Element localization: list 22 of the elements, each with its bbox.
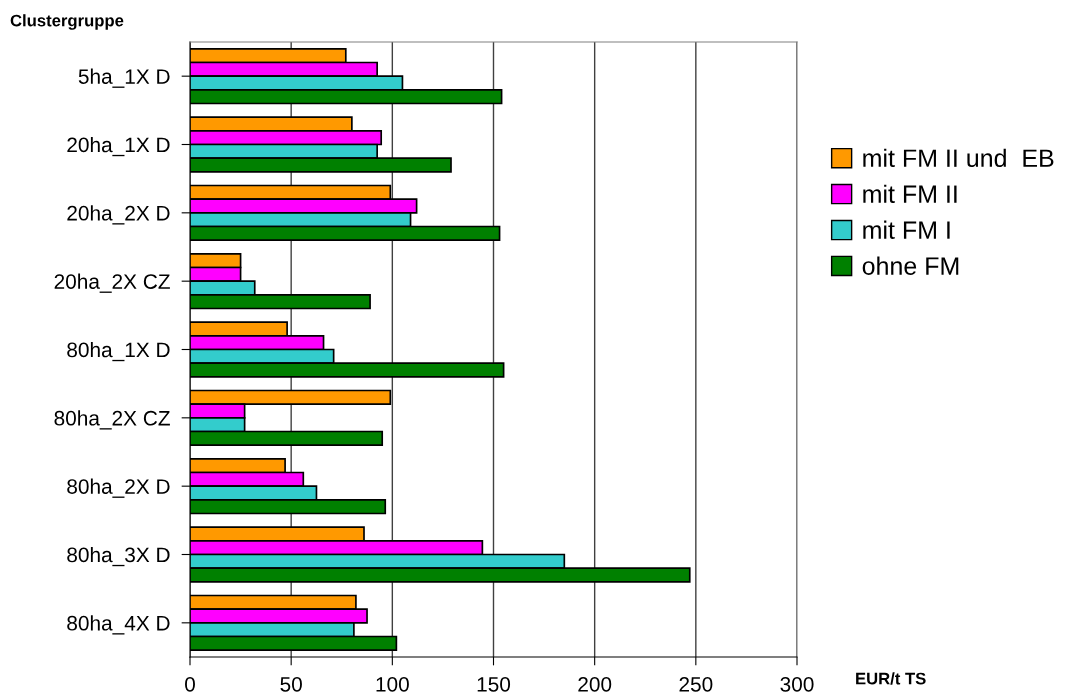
y-tick-label: 20ha_2X D (67, 205, 170, 225)
x-axis-title: EUR/t TS (856, 672, 926, 685)
y-tick-label: 80ha_2X CZ (54, 410, 170, 430)
y-tick-label: 20ha_2X CZ (54, 273, 170, 293)
legend-label: mit FM II (863, 184, 957, 203)
x-tick-label: 250 (679, 676, 713, 692)
y-tick-label: 5ha_1X D (78, 68, 170, 88)
y-tick-label: 80ha_2X D (67, 478, 170, 498)
legend-label: ohne FM (862, 256, 959, 275)
y-axis-title: Clustergruppe (10, 14, 124, 30)
x-tick-label: 150 (477, 676, 511, 692)
legend-label: mit FM II und EB (863, 148, 1054, 168)
x-tick-label: 0 (185, 676, 195, 692)
x-tick-label: 100 (376, 676, 409, 692)
x-tick-label: 50 (280, 676, 302, 692)
x-tick-label: 200 (578, 676, 612, 692)
legend-label: mit FM I (863, 220, 950, 239)
x-tick-label: 300 (780, 676, 814, 692)
y-tick-label: 80ha_3X D (67, 546, 170, 567)
y-tick-label: 80ha_1X D (67, 341, 170, 362)
y-tick-label: 20ha_1X D (67, 136, 170, 157)
y-tick-label: 80ha_4X D (67, 615, 170, 635)
